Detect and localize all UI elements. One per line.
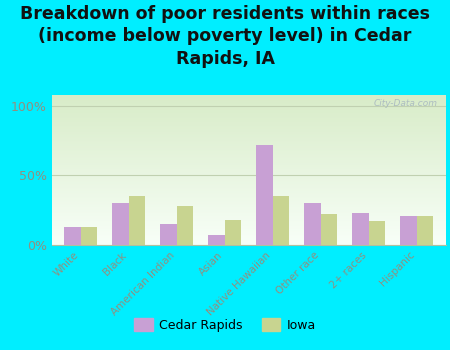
Text: Breakdown of poor residents within races
(income below poverty level) in Cedar
R: Breakdown of poor residents within races… (20, 5, 430, 68)
Bar (81, 227, 97, 245)
Bar (176, 206, 194, 245)
Bar (369, 221, 386, 245)
Bar (208, 235, 225, 245)
Bar (129, 196, 145, 245)
Bar (225, 220, 241, 245)
Bar (112, 203, 129, 245)
Legend: Cedar Rapids, Iowa: Cedar Rapids, Iowa (129, 313, 321, 337)
Bar (400, 216, 417, 245)
Bar (64, 227, 81, 245)
Bar (417, 216, 433, 245)
Bar (256, 145, 273, 245)
Bar (352, 213, 369, 245)
Bar (304, 203, 321, 245)
Text: City-Data.com: City-Data.com (374, 99, 437, 108)
Bar (321, 214, 338, 245)
Bar (160, 224, 176, 245)
Bar (273, 196, 289, 245)
